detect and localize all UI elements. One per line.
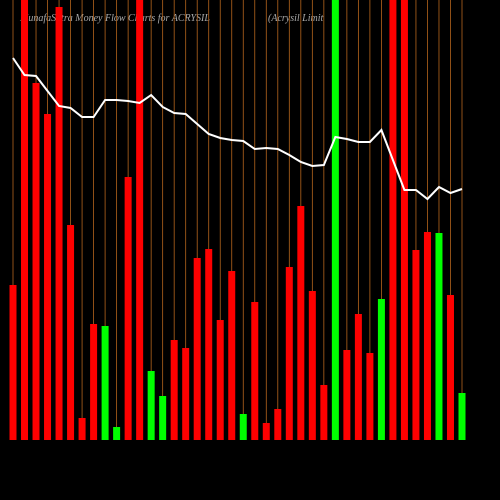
bar bbox=[458, 393, 466, 440]
bar bbox=[251, 302, 259, 440]
bar bbox=[446, 295, 454, 440]
bar bbox=[216, 320, 224, 440]
bar bbox=[377, 299, 385, 440]
bar bbox=[423, 232, 431, 440]
bar bbox=[170, 340, 178, 440]
bar bbox=[435, 233, 443, 440]
bar bbox=[101, 326, 109, 440]
bar bbox=[90, 324, 98, 440]
bar bbox=[78, 418, 86, 440]
chart-title: MunafaSutra Money Flow Charts for ACRYSI… bbox=[19, 13, 210, 24]
bar bbox=[297, 206, 305, 440]
bar bbox=[44, 114, 52, 440]
bar bbox=[274, 409, 282, 440]
bar bbox=[32, 83, 40, 440]
bar bbox=[228, 271, 236, 440]
money-flow-line bbox=[12, 57, 463, 201]
bar bbox=[308, 291, 316, 440]
bar bbox=[262, 423, 270, 440]
chart-subtitle: (Acrysil Limit bbox=[268, 13, 323, 24]
bar bbox=[67, 225, 75, 440]
bar bbox=[124, 177, 132, 440]
bar bbox=[55, 7, 63, 440]
bar bbox=[400, 0, 408, 440]
bar bbox=[182, 348, 190, 440]
bar bbox=[366, 353, 374, 440]
bar bbox=[320, 385, 328, 440]
bar bbox=[343, 350, 351, 440]
bar bbox=[412, 250, 420, 440]
bar bbox=[193, 258, 201, 440]
bar bbox=[389, 0, 397, 440]
bar bbox=[239, 414, 247, 440]
bar bbox=[113, 427, 121, 440]
bar bbox=[331, 0, 339, 440]
bar bbox=[159, 396, 167, 440]
bar bbox=[285, 267, 293, 440]
bar bbox=[354, 314, 362, 440]
bar bbox=[21, 0, 29, 440]
bar bbox=[205, 249, 213, 440]
bar bbox=[136, 0, 144, 440]
bar bbox=[9, 285, 17, 440]
bar bbox=[147, 371, 155, 440]
